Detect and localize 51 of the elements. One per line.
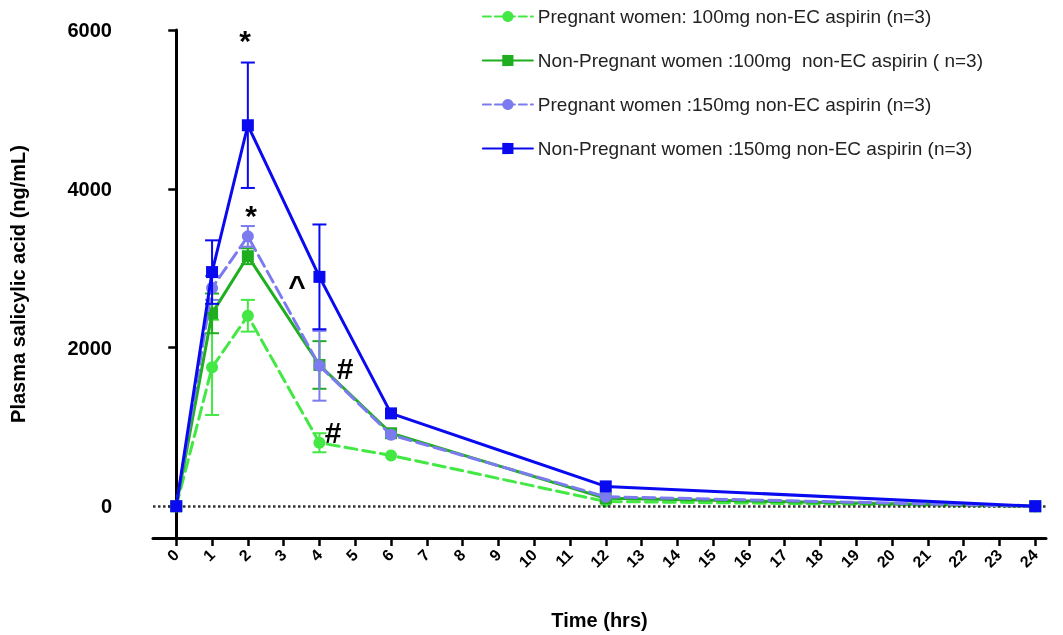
legend-label: Pregnant women :150mg non-EC aspirin (n=3): [537, 94, 932, 115]
x-tick-label: 10: [515, 545, 541, 571]
point: [241, 119, 254, 132]
x-tick-label: 16: [730, 545, 756, 571]
point: [385, 449, 398, 462]
annotation: #: [324, 415, 342, 449]
y-tick-label: 2000: [67, 336, 112, 359]
x-tick-label: 17: [766, 545, 791, 571]
point: [241, 309, 254, 322]
x-tick-label: 8: [450, 545, 469, 565]
x-tick-label: 1: [199, 545, 219, 565]
x-tick-label: 3: [271, 545, 290, 565]
y-tick-label: 6000: [67, 19, 112, 41]
annotation: *: [239, 23, 252, 57]
x-tick-label: 7: [414, 545, 433, 565]
x-tick-label: 20: [873, 545, 899, 571]
point: [313, 436, 326, 449]
legend-label: Non-Pregnant women :100mg non-EC aspirin ( n=3): [537, 50, 984, 71]
y-axis-title: Plasma salicylic acid (ng/mL): [7, 145, 29, 423]
x-tick-label: 4: [307, 545, 326, 565]
x-tick-label: 11: [552, 545, 577, 570]
y-tick-label: 0: [100, 495, 112, 518]
x-tick-label: 19: [837, 545, 863, 571]
point: [241, 250, 254, 263]
annotation: *: [245, 198, 258, 232]
x-tick-label: 21: [909, 545, 934, 571]
x-tick-label: 13: [622, 545, 648, 571]
point: [385, 407, 398, 420]
annotation: ^: [288, 268, 306, 302]
x-tick-label: 23: [980, 545, 1006, 571]
x-tick-label: 18: [801, 545, 827, 571]
annotation: #: [336, 351, 354, 385]
point: [599, 480, 612, 493]
x-tick-label: 22: [945, 545, 970, 571]
legend-label: Non-Pregnant women :150mg non-EC aspirin (n=3): [537, 138, 973, 159]
point: [313, 270, 326, 283]
x-tick-label: 12: [587, 545, 612, 571]
x-tick-label: 9: [486, 545, 505, 565]
point: [241, 230, 254, 243]
x-axis-title: Time (hrs): [551, 609, 648, 631]
x-tick-label: 24: [1016, 545, 1042, 571]
x-tick-label: 6: [378, 545, 398, 565]
x-tick-label: 15: [694, 545, 720, 571]
x-tick-label: 2: [235, 545, 254, 565]
x-tick-label: 0: [163, 545, 183, 565]
point: [206, 266, 219, 279]
point: [206, 361, 219, 374]
legend-label: Pregnant women: 100mg non-EC aspirin (n=3): [537, 6, 932, 27]
x-tick-label: 14: [658, 545, 684, 571]
x-tick-label: 5: [342, 545, 362, 565]
y-tick-label: 4000: [67, 177, 112, 200]
